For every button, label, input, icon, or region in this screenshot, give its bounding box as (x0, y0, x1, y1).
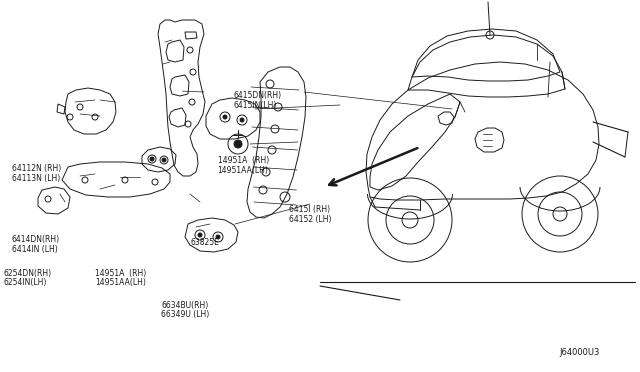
Text: 6415lN(LH): 6415lN(LH) (234, 101, 277, 110)
Text: 64113N (LH): 64113N (LH) (12, 174, 60, 183)
Circle shape (234, 140, 242, 148)
Circle shape (216, 235, 220, 239)
Text: 6415l (RH): 6415l (RH) (289, 205, 330, 214)
Circle shape (223, 115, 227, 119)
Text: 6254lN(LH): 6254lN(LH) (3, 278, 47, 287)
Text: J64000U3: J64000U3 (559, 348, 600, 357)
Text: 14951A  (RH): 14951A (RH) (95, 269, 146, 278)
Circle shape (198, 233, 202, 237)
Text: 6414DN(RH): 6414DN(RH) (12, 235, 60, 244)
Text: 6634BU(RH): 6634BU(RH) (161, 301, 209, 310)
Text: 66349U (LH): 66349U (LH) (161, 310, 209, 319)
Text: 64112N (RH): 64112N (RH) (12, 164, 61, 173)
Text: 6254DN(RH): 6254DN(RH) (3, 269, 51, 278)
Text: 14951AA(LH): 14951AA(LH) (95, 278, 145, 287)
Text: 63825E: 63825E (191, 238, 220, 247)
Circle shape (240, 118, 244, 122)
Text: 14951AA(LH): 14951AA(LH) (218, 166, 268, 174)
Circle shape (150, 157, 154, 161)
Circle shape (162, 158, 166, 162)
Text: 6414lN (LH): 6414lN (LH) (12, 245, 57, 254)
Text: 14951A  (RH): 14951A (RH) (218, 156, 269, 165)
Text: 6415DN(RH): 6415DN(RH) (234, 91, 282, 100)
Text: 64152 (LH): 64152 (LH) (289, 215, 332, 224)
